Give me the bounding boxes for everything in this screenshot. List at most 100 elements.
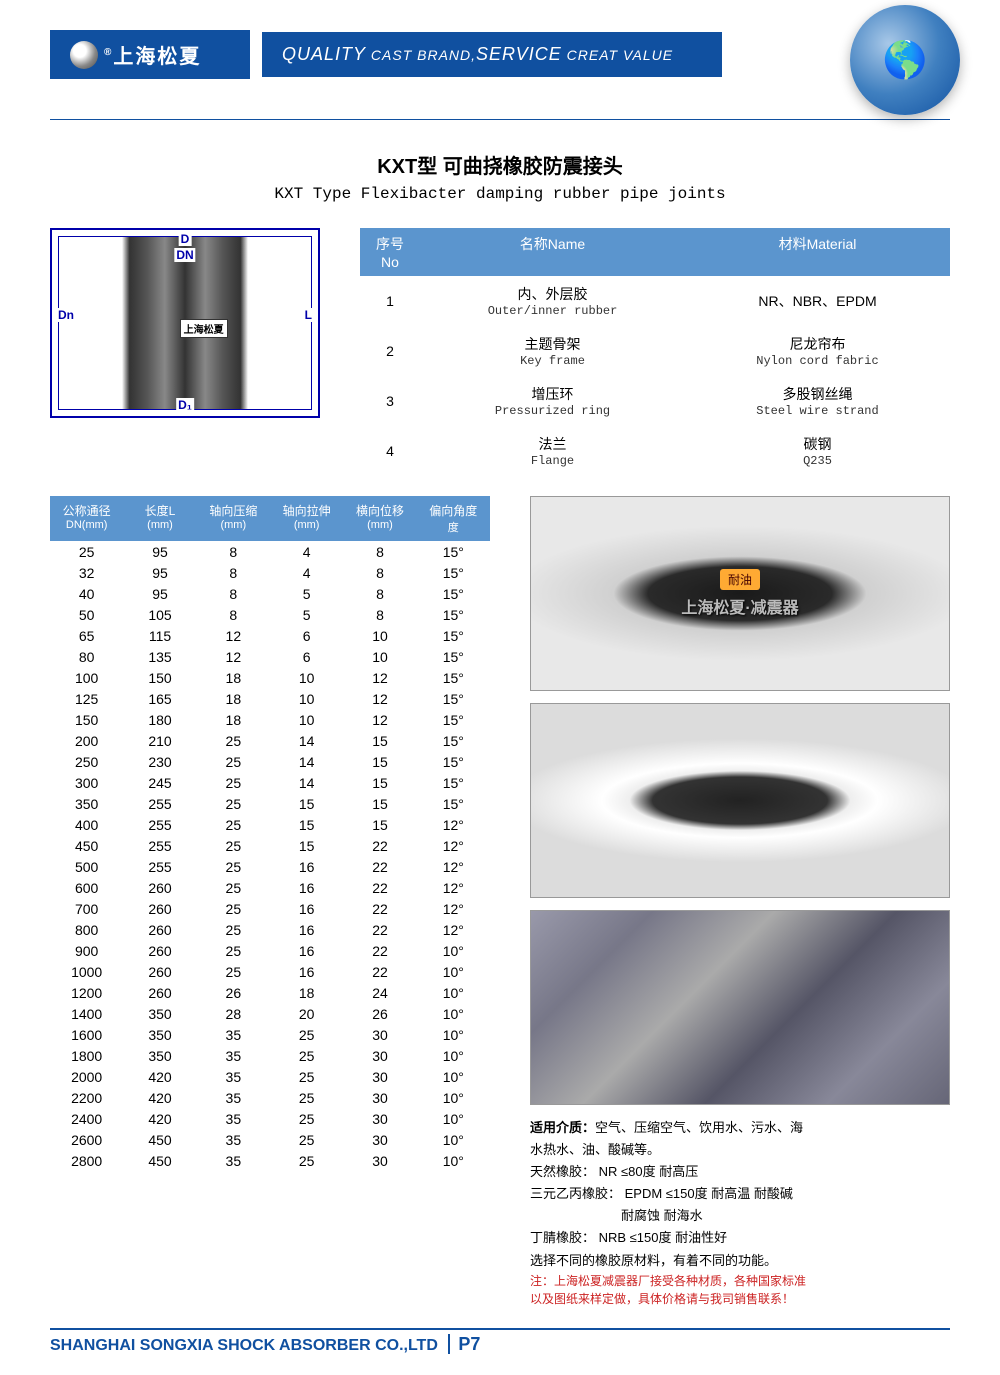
- spec-cell: 22: [343, 835, 416, 856]
- spec-cell: 22: [343, 877, 416, 898]
- spec-cell: 16: [270, 856, 343, 877]
- materials-row: 3增压环Pressurized ring多股钢丝绳Steel wire stra…: [360, 376, 950, 426]
- spec-row: 180035035253010°: [50, 1045, 490, 1066]
- materials-row: 4法兰Flange碳钢Q235: [360, 426, 950, 476]
- spec-cell: 15: [270, 814, 343, 835]
- spec-cell: 22: [343, 919, 416, 940]
- spec-row: 12516518101215°: [50, 688, 490, 709]
- spec-cell: 420: [123, 1087, 196, 1108]
- spec-cell: 230: [123, 751, 196, 772]
- spec-cell: 25: [197, 898, 270, 919]
- spec-cell: 25: [270, 1045, 343, 1066]
- dim-D1: D₁: [176, 398, 194, 412]
- spec-cell: 900: [50, 940, 123, 961]
- spec-row: 100026025162210°: [50, 961, 490, 982]
- spec-row: 280045035253010°: [50, 1150, 490, 1171]
- spec-cell: 15°: [417, 688, 490, 709]
- spec-cell: 15°: [417, 604, 490, 625]
- spec-cell: 1400: [50, 1003, 123, 1024]
- brand-logo-box: ®上海松夏: [50, 30, 250, 79]
- spec-cell: 15°: [417, 730, 490, 751]
- spec-cell: 2600: [50, 1129, 123, 1150]
- spec-row: 25023025141515°: [50, 751, 490, 772]
- spec-cell: 2400: [50, 1108, 123, 1129]
- spec-cell: 135: [123, 646, 196, 667]
- spec-cell: 10°: [417, 1150, 490, 1171]
- spec-cell: 260: [123, 940, 196, 961]
- spec-cell: 30: [343, 1045, 416, 1066]
- note-red-line: 注：上海松夏减震器厂接受各种材质，各种国家标准: [530, 1272, 950, 1290]
- spec-header: 公称通径DN(mm)长度L(mm)轴向压缩(mm)轴向拉伸(mm)横向位移(mm…: [50, 496, 490, 541]
- spec-cell: 12: [197, 625, 270, 646]
- spec-cell: 350: [123, 1024, 196, 1045]
- spec-cell: 16: [270, 919, 343, 940]
- spec-cell: 10°: [417, 961, 490, 982]
- spec-col: 偏向角度度: [417, 496, 490, 541]
- spec-row: 259584815°: [50, 541, 490, 562]
- spec-cell: 28: [197, 1003, 270, 1024]
- spec-cell: 2000: [50, 1066, 123, 1087]
- spec-row: 220042035253010°: [50, 1087, 490, 1108]
- spec-cell: 450: [50, 835, 123, 856]
- spec-cell: 25: [270, 1087, 343, 1108]
- spec-cell: 6: [270, 646, 343, 667]
- spec-cell: 26: [343, 1003, 416, 1024]
- spec-cell: 95: [123, 583, 196, 604]
- spec-row: 140035028202610°: [50, 1003, 490, 1024]
- spec-cell: 25: [197, 751, 270, 772]
- spec-cell: 12°: [417, 814, 490, 835]
- spec-row: 90026025162210°: [50, 940, 490, 961]
- spec-cell: 25: [270, 1024, 343, 1045]
- spec-cell: 260: [123, 982, 196, 1003]
- spec-cell: 30: [343, 1066, 416, 1087]
- spec-cell: 30: [343, 1087, 416, 1108]
- spec-cell: 450: [123, 1150, 196, 1171]
- spec-col: 轴向压缩(mm): [197, 496, 270, 541]
- spec-cell: 10°: [417, 1129, 490, 1150]
- title-english: KXT Type Flexibacter damping rubber pipe…: [50, 185, 950, 203]
- spec-row: 329584815°: [50, 562, 490, 583]
- technical-diagram: D DN Dn L D₁ 上海松夏: [50, 228, 320, 418]
- spec-row: 240042035253010°: [50, 1108, 490, 1129]
- spec-cell: 10: [270, 688, 343, 709]
- spec-cell: 15: [343, 814, 416, 835]
- spec-cell: 200: [50, 730, 123, 751]
- spec-col: 轴向拉伸(mm): [270, 496, 343, 541]
- spec-cell: 25: [197, 940, 270, 961]
- spec-cell: 25: [270, 1066, 343, 1087]
- spec-cell: 8: [197, 583, 270, 604]
- spec-cell: 14: [270, 730, 343, 751]
- spec-cell: 12°: [417, 898, 490, 919]
- spec-cell: 10: [270, 709, 343, 730]
- product-photo-2: [530, 703, 950, 898]
- spec-cell: 16: [270, 898, 343, 919]
- spec-cell: 260: [123, 898, 196, 919]
- mat-name: 主题骨架Key frame: [420, 334, 685, 368]
- spec-cell: 150: [123, 667, 196, 688]
- spec-row: 30024525141515°: [50, 772, 490, 793]
- footer-page-number: P7: [448, 1334, 480, 1354]
- mat-no: 1: [360, 293, 420, 309]
- spec-row: 5010585815°: [50, 604, 490, 625]
- spec-cell: 15°: [417, 709, 490, 730]
- spec-cell: 25: [197, 835, 270, 856]
- spec-cell: 700: [50, 898, 123, 919]
- spec-cell: 4: [270, 562, 343, 583]
- spec-cell: 14: [270, 751, 343, 772]
- spec-cell: 600: [50, 877, 123, 898]
- spec-cell: 25: [270, 1129, 343, 1150]
- spec-cell: 50: [50, 604, 123, 625]
- spec-cell: 22: [343, 940, 416, 961]
- spec-cell: 15°: [417, 793, 490, 814]
- spec-cell: 65: [50, 625, 123, 646]
- spec-cell: 15°: [417, 667, 490, 688]
- spec-cell: 15°: [417, 772, 490, 793]
- spec-cell: 300: [50, 772, 123, 793]
- spec-cell: 35: [197, 1045, 270, 1066]
- spec-cell: 24: [343, 982, 416, 1003]
- col-no: 序号No: [360, 228, 420, 276]
- spec-cell: 22: [343, 961, 416, 982]
- spec-cell: 5: [270, 604, 343, 625]
- spec-cell: 35: [197, 1150, 270, 1171]
- spec-col: 公称通径DN(mm): [50, 496, 123, 541]
